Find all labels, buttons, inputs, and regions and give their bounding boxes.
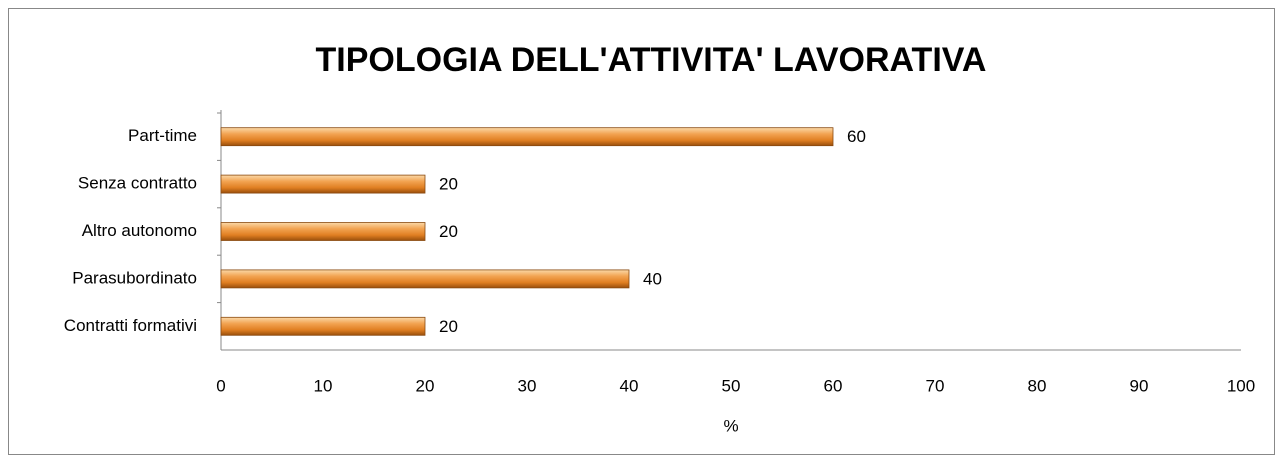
x-tick-label: 80 — [1028, 376, 1047, 395]
data-label: 20 — [439, 175, 458, 194]
x-tick-label: 0 — [216, 376, 225, 395]
x-tick-label: 20 — [416, 376, 435, 395]
x-tick-label: 70 — [926, 376, 945, 395]
x-tick-label: 60 — [824, 376, 843, 395]
chart-frame — [8, 8, 1275, 455]
y-tick-label: Altro autonomo — [82, 221, 197, 240]
y-tick-label: Contratti formativi — [64, 316, 197, 335]
x-axis-label: % — [723, 416, 738, 435]
x-tick-label: 30 — [518, 376, 537, 395]
y-tick-label: Part-time — [128, 126, 197, 145]
y-tick-label: Parasubordinato — [72, 268, 197, 287]
data-label: 40 — [643, 269, 662, 288]
x-tick-label: 100 — [1227, 376, 1255, 395]
data-label: 20 — [439, 317, 458, 336]
bar — [220, 316, 426, 336]
bar — [220, 127, 834, 147]
data-label: 60 — [847, 127, 866, 146]
x-tick-label: 50 — [722, 376, 741, 395]
bar — [220, 174, 426, 194]
x-tick-label: 40 — [620, 376, 639, 395]
bar — [220, 222, 426, 241]
x-tick-label: 90 — [1130, 376, 1149, 395]
chart-title: TIPOLOGIA DELL'ATTIVITA' LAVORATIVA — [316, 41, 987, 79]
data-label: 20 — [439, 222, 458, 241]
y-tick-label: Senza contratto — [78, 174, 197, 193]
x-tick-label: 10 — [314, 376, 333, 395]
bar — [220, 269, 630, 289]
